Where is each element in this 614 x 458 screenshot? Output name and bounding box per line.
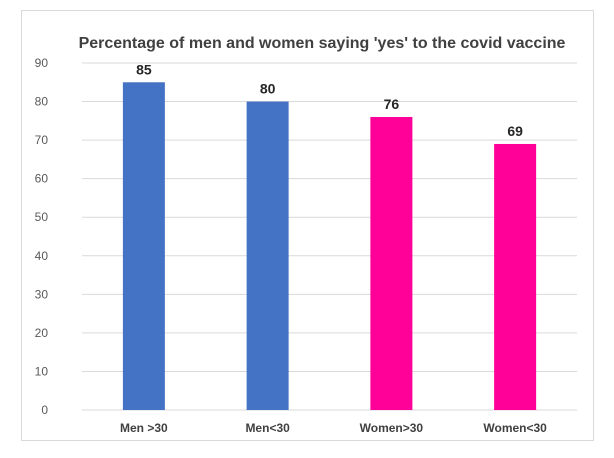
y-tick-label: 10 (35, 364, 49, 378)
y-tick-label: 60 (35, 172, 49, 186)
y-tick-label: 40 (35, 249, 49, 263)
bar (122, 82, 165, 411)
data-labels: 85 80 76 69 (136, 61, 523, 139)
y-tick-label: 0 (41, 403, 48, 417)
category-label: Men<30 (245, 421, 290, 435)
bar (370, 116, 413, 410)
x-axis-category-labels: Men >30 Men<30 Women>30 Women<30 (120, 421, 547, 435)
y-tick-label: 20 (35, 326, 49, 340)
category-label: Women>30 (360, 421, 424, 435)
category-label: Men >30 (120, 421, 168, 435)
chart-title: Percentage of men and women saying 'yes'… (79, 35, 566, 52)
data-label: 80 (260, 81, 276, 97)
category-label: Women<30 (483, 421, 547, 435)
y-axis-tick-labels: 0 10 20 30 40 50 60 70 80 90 (35, 56, 49, 417)
bar (494, 143, 537, 410)
data-label: 76 (384, 96, 400, 112)
bars (122, 82, 537, 411)
y-tick-label: 30 (35, 287, 49, 301)
y-tick-label: 70 (35, 133, 49, 147)
chart-frame: Percentage of men and women saying 'yes'… (21, 10, 594, 441)
y-tick-label: 90 (35, 56, 49, 70)
y-tick-label: 80 (35, 95, 49, 109)
y-tick-label: 50 (35, 210, 49, 224)
data-label: 85 (136, 61, 152, 77)
bar-chart: Percentage of men and women saying 'yes'… (35, 35, 577, 435)
data-label: 69 (507, 123, 523, 139)
bar (246, 101, 289, 411)
